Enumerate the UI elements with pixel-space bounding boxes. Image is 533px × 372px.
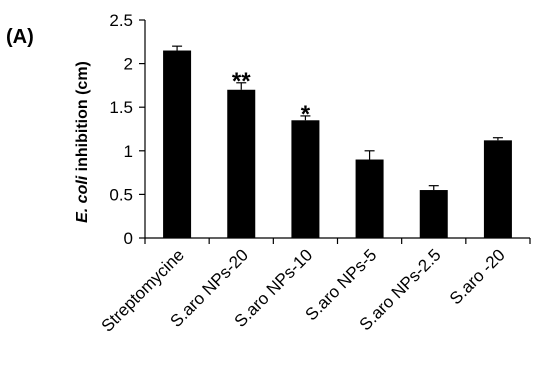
- y-axis-label-italic: E. coli: [74, 175, 91, 223]
- bar: [355, 159, 384, 238]
- significance-marker: *: [301, 101, 311, 128]
- x-category-label: S.aro -20: [446, 245, 509, 308]
- bar: [419, 190, 448, 238]
- y-tick-label: 0: [124, 229, 133, 248]
- bar: [163, 50, 192, 238]
- bar: [483, 140, 512, 238]
- bar: [227, 89, 256, 238]
- bar: [291, 120, 320, 238]
- y-tick-label: 1.5: [109, 98, 133, 117]
- y-tick-label: 2: [124, 55, 133, 74]
- y-tick-label: 0.5: [109, 185, 133, 204]
- y-tick-label: 2.5: [109, 11, 133, 30]
- y-tick-label: 1: [124, 142, 133, 161]
- y-axis-label: E. coli inhibition (cm): [74, 61, 91, 223]
- y-axis-label-rest: inhibition (cm): [74, 61, 91, 176]
- significance-marker: **: [232, 68, 251, 95]
- panel-label: (A): [6, 26, 34, 48]
